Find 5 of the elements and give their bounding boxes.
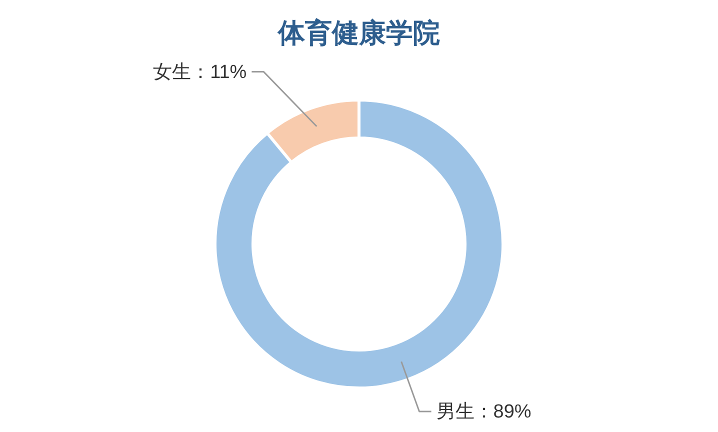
data-label: ：11% bbox=[191, 61, 247, 82]
slice-label: 男生 bbox=[436, 400, 474, 422]
title: 体育健康学院 bbox=[278, 18, 440, 48]
slice-label: 女生 bbox=[153, 61, 192, 82]
data-label: ：89% bbox=[474, 400, 532, 422]
